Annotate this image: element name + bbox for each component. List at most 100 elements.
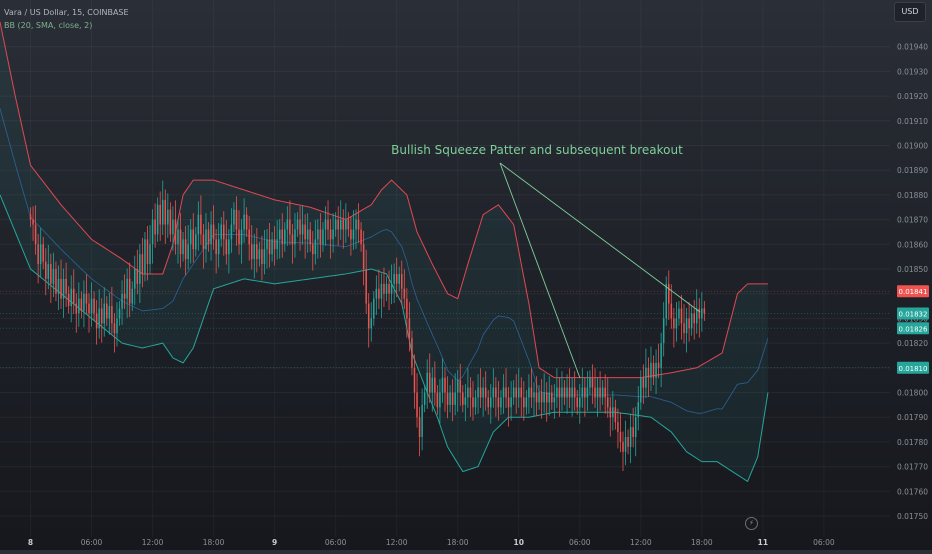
candle-body: [243, 214, 245, 230]
candle-body: [581, 387, 584, 398]
candle-body: [334, 219, 337, 230]
candle-body: [39, 244, 42, 265]
y-tick-label: 0.01920: [897, 92, 928, 101]
candle-body: [530, 387, 533, 398]
y-tick-label: 0.01910: [897, 117, 928, 126]
candle-body: [360, 229, 362, 245]
candle-body: [55, 269, 57, 294]
candle-body: [505, 387, 507, 398]
candle-body: [668, 283, 670, 304]
candle-body: [373, 298, 375, 319]
candle-body: [103, 303, 106, 324]
price-label-box[interactable]: [897, 322, 929, 335]
price-label-box[interactable]: [897, 285, 929, 298]
candle-body: [698, 308, 701, 319]
candle-body: [660, 343, 662, 368]
y-tick-label: 0.01790: [897, 413, 928, 422]
indicator-title[interactable]: BB (20, SMA, close, 2): [4, 21, 93, 30]
price-axis[interactable]: 0.01940 0.01930 0.01920 0.01910 0.01900 0.018…: [0, 43, 929, 521]
candle-body: [141, 254, 144, 274]
candle-body: [604, 387, 606, 398]
x-tick-label: 8: [28, 538, 33, 547]
candle-body: [614, 407, 617, 423]
candle-body: [116, 318, 118, 334]
candle-body: [67, 293, 70, 307]
x-tick-label: 06:00: [569, 538, 591, 547]
candle-body: [217, 239, 220, 255]
candle-body: [652, 362, 655, 378]
candle-body: [591, 377, 594, 388]
candle-body: [189, 229, 192, 245]
candle-body: [47, 264, 50, 279]
candle-body: [622, 441, 624, 452]
candle-body: [685, 318, 688, 334]
candle-body: [215, 239, 217, 255]
candle-body: [197, 214, 200, 235]
candle-body: [393, 273, 395, 284]
lightning-icon[interactable]: ⚡: [745, 517, 758, 530]
candle-body: [589, 377, 591, 388]
candle-body: [136, 269, 139, 284]
x-tick-label: 06:00: [325, 538, 347, 547]
candle-body: [362, 244, 365, 269]
candle-body: [281, 229, 284, 245]
candle-body: [596, 387, 599, 398]
candle-body: [187, 244, 189, 260]
candle-body: [540, 392, 543, 403]
y-tick-label: 0.01860: [897, 240, 928, 249]
candle-body: [690, 313, 693, 329]
candle-body: [479, 387, 482, 398]
candle-body: [90, 298, 93, 314]
y-tick-label: 0.01880: [897, 191, 928, 200]
candle-body: [606, 397, 609, 408]
candle-body: [319, 229, 322, 245]
candle-body: [172, 219, 174, 235]
candle-body: [510, 397, 512, 408]
candle-body: [584, 387, 586, 398]
candle-body: [451, 392, 454, 405]
candle-body: [640, 377, 642, 403]
candle-body: [296, 219, 299, 230]
price-label-box[interactable]: [897, 361, 929, 374]
candle-body: [32, 219, 34, 225]
candle-body: [693, 313, 695, 324]
candle-body: [632, 427, 634, 437]
candle-body: [464, 397, 467, 405]
candle-body: [601, 387, 604, 398]
price-label-text: 0.01826: [899, 325, 928, 333]
candle-body: [650, 362, 652, 378]
price-label-text: 0.01832: [899, 310, 928, 318]
candle-body: [487, 397, 489, 408]
candles: [29, 180, 706, 472]
candle-body: [266, 239, 268, 250]
currency-button[interactable]: USD: [894, 2, 926, 22]
candle-body: [428, 372, 431, 393]
candle-body: [149, 244, 151, 265]
symbol-title[interactable]: Vara / US Dollar, 15, COINBASE: [4, 8, 129, 17]
candle-body: [322, 229, 324, 245]
candle-body: [579, 397, 581, 408]
candle-body: [426, 372, 428, 393]
candle-body: [339, 219, 342, 230]
candle-body: [515, 387, 517, 398]
bollinger-bands: [0, 21, 769, 483]
candle-body: [436, 392, 439, 408]
candle-body: [98, 308, 100, 329]
time-axis[interactable]: 8 06:00 12:00 18:00 9 06:00 12:00 18:00 10 06:00 1…: [28, 538, 835, 547]
candle-body: [454, 392, 456, 405]
candle-body: [253, 244, 256, 260]
candle-body: [70, 288, 72, 307]
candle-body: [276, 239, 278, 250]
candle-body: [495, 387, 497, 398]
candle-body: [517, 387, 520, 398]
candle-body: [223, 224, 225, 240]
candle-body: [683, 323, 685, 334]
candle-body: [78, 298, 80, 314]
candle-body: [250, 244, 253, 260]
price-label-box[interactable]: [897, 307, 929, 320]
candle-body: [312, 244, 314, 255]
candle-body: [482, 387, 484, 398]
candle-body: [75, 303, 78, 314]
